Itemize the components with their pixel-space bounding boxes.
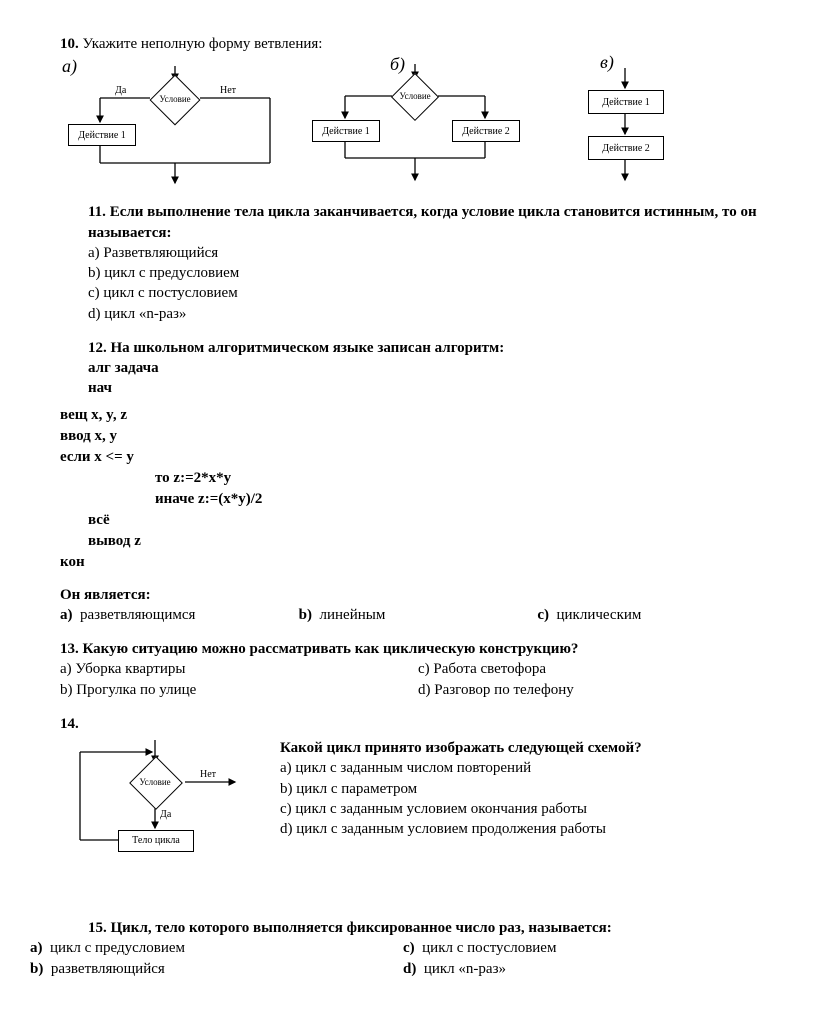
q10b-act1: Действие 1 [312, 120, 380, 142]
q12-c: c) циклическим [537, 605, 776, 625]
q12-num: 12. [88, 340, 107, 356]
q10-num: 10. [60, 36, 79, 52]
q12-l1: алг задача [88, 358, 776, 378]
q12-l7: иначе z:=(x*y)/2 [155, 489, 776, 510]
q10a-yes: Да [115, 84, 126, 98]
q11-d: d) цикл «n-раз» [88, 304, 776, 324]
q14-yes: Да [160, 808, 171, 822]
q12-l10: кон [60, 552, 776, 573]
q13-b: b) Прогулка по улице [60, 680, 418, 700]
q12-l4: ввод x, y [60, 426, 776, 447]
q10-diag-b: б) Условие Действие 1 Действие 2 [300, 58, 530, 188]
q14-d: d) цикл с заданным условием продолжения … [280, 819, 776, 839]
q13-num: 13. [60, 641, 79, 657]
q10-diag-v-lines [540, 58, 710, 188]
q14-b: b) цикл с параметром [280, 779, 776, 799]
q11-b: b) цикл с предусловием [88, 263, 776, 283]
q13-row1: a) Уборка квартиры c) Работа светофора [60, 659, 776, 679]
q14-c: c) цикл с заданным условием окончания ра… [280, 799, 776, 819]
q11-title: 11. Если выполнение тела цикла заканчива… [88, 202, 776, 243]
q10-diag-a: а) Условие Да Нет Действие 1 [60, 58, 290, 188]
q12-l6: то z:=2*x*y [155, 468, 776, 489]
q14-a: a) цикл с заданным числом повторений [280, 758, 776, 778]
q10a-cond: Условие [152, 93, 198, 105]
q12-b: b) линейным [299, 605, 538, 625]
q14-num-only: 14. [60, 714, 776, 734]
q15-a: a) цикл с предусловием [30, 938, 403, 958]
q15-b: b) разветвляющийся [30, 959, 403, 979]
q10a-act1: Действие 1 [68, 124, 136, 146]
q12-title: 12. На школьном алгоритмическом языке за… [88, 338, 776, 358]
q14-right: Какой цикл принято изображать следующей … [280, 738, 776, 839]
q15-num: 15. [88, 920, 107, 936]
q10-title: 10. Укажите неполную форму ветвления: [60, 34, 776, 54]
q12-l2: нач [88, 378, 776, 398]
q14-cond: Условие [132, 776, 178, 788]
q14-no: Нет [200, 768, 216, 782]
q11-text: Если выполнение тела цикла заканчивается… [88, 204, 757, 240]
q10-diag-v: в) Действие 1 Действие 2 [540, 58, 710, 188]
q12-a: a) a) разветвляющимсяразветвляющимся [60, 605, 299, 625]
q13-c: c) Работа светофора [418, 659, 776, 679]
q10-text: Укажите неполную форму ветвления: [83, 36, 323, 52]
q14-wrap: Условие Нет Да Тело цикла Какой цикл при… [60, 738, 776, 888]
q15-text: Цикл, тело которого выполняется фиксиров… [111, 920, 612, 936]
q13-title: 13. Какую ситуацию можно рассматривать к… [60, 639, 776, 659]
q10a-no: Нет [220, 84, 236, 98]
q12-opts: a) a) разветвляющимсяразветвляющимся b) … [60, 605, 776, 625]
q10b-cond: Условие [393, 90, 437, 102]
q12-l3: вещ x, y, z [60, 405, 776, 426]
q11-c: c) цикл с постусловием [88, 283, 776, 303]
q10v-act1: Действие 1 [588, 90, 664, 114]
q12-after: Он является: [60, 585, 776, 605]
q15-row1: a) цикл с предусловием c) цикл с постусл… [30, 938, 776, 958]
q13-row2: b) Прогулка по улице d) Разговор по теле… [60, 680, 776, 700]
q13-a: a) Уборка квартиры [60, 659, 418, 679]
q12-text: На школьном алгоритмическом языке записа… [111, 340, 505, 356]
q14-text: Какой цикл принято изображать следующей … [280, 738, 776, 758]
q13-text: Какую ситуацию можно рассматривать как ц… [83, 641, 579, 657]
q15-d: d) цикл «n-раз» [403, 959, 776, 979]
q14-body: Тело цикла [118, 830, 194, 852]
q15-row2: b) разветвляющийся d) цикл «n-раз» [30, 959, 776, 979]
q14-num: 14. [60, 716, 79, 732]
q12-l5: если x <= y [60, 447, 776, 468]
q11-a: a) Разветвляющийся [88, 243, 776, 263]
q12-l9: вывод z [88, 531, 776, 552]
q15-title: 15. Цикл, тело которого выполняется фикс… [88, 918, 776, 938]
q10v-act2: Действие 2 [588, 136, 664, 160]
q10-diagrams: а) Условие Да Нет Действие 1 б) [60, 58, 776, 188]
q13-d: d) Разговор по телефону [418, 680, 776, 700]
q10b-act2: Действие 2 [452, 120, 520, 142]
q12-l8: всё [88, 510, 776, 531]
q15-c: c) цикл с постусловием [403, 938, 776, 958]
q14-diag: Условие Нет Да Тело цикла [60, 738, 260, 888]
q11-num: 11. [88, 204, 106, 220]
